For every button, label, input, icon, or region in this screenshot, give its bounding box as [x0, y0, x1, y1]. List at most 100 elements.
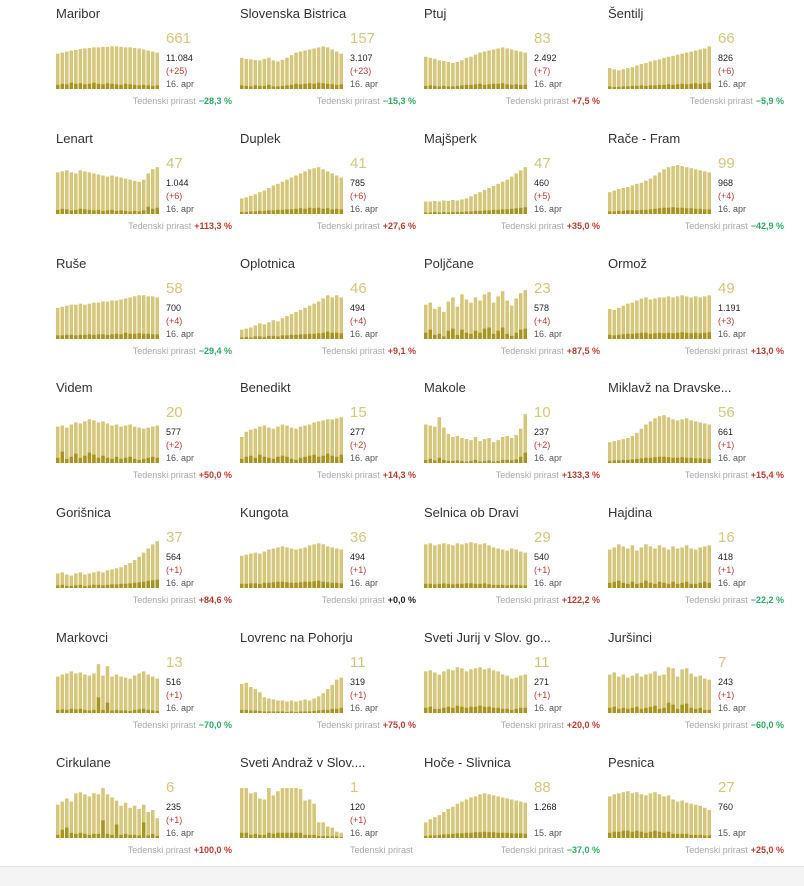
weekly-growth: Tedenski prirast +20,0 %: [501, 720, 600, 730]
new-cases-bar: [339, 836, 344, 838]
new-cases-bar: [518, 707, 523, 713]
new-cases-bar: [469, 706, 473, 713]
active-bar: [639, 794, 644, 838]
new-cases-bar: [635, 458, 639, 463]
active-bar: [437, 815, 442, 838]
active-bar: [78, 303, 83, 339]
active-bar: [675, 548, 680, 588]
active-bar: [482, 439, 487, 463]
new-cases-bar: [262, 85, 267, 89]
new-cases-bar: [65, 458, 69, 463]
last-update-date: 16. apr: [166, 204, 195, 214]
new-cases-bar: [114, 709, 119, 713]
new-cases-bar: [271, 833, 276, 838]
new-cases-bar: [707, 582, 712, 588]
new-cases-bar: [339, 454, 344, 463]
new-cases-bar: [702, 709, 707, 713]
new-cases-bar: [92, 833, 96, 838]
municipality-name: Benedikt: [240, 380, 291, 395]
new-cases-bar: [253, 833, 258, 838]
active-bar: [110, 569, 114, 588]
active-bar: [60, 572, 65, 588]
new-cases-bar: [500, 832, 505, 838]
active-bar: [473, 668, 478, 713]
new-cases-bar: [612, 460, 617, 463]
municipality-name: Sveti Jurij v Slov. go...: [424, 630, 551, 645]
active-bar: [442, 671, 446, 713]
new-cases-bar: [316, 333, 321, 339]
total-cases: 237: [534, 427, 550, 437]
new-cases-bar: [307, 207, 312, 214]
new-cases-bar: [244, 832, 249, 838]
new-cases-bar: [303, 456, 307, 463]
active-bar: [464, 543, 469, 588]
active-bar: [460, 438, 464, 463]
active-bar: [146, 50, 150, 89]
active-bar: [303, 800, 307, 838]
weekly-growth-value: −60,0 %: [750, 720, 784, 730]
new-cases-bar: [105, 584, 110, 588]
new-cases-bar: [312, 208, 316, 214]
new-cases-bar: [698, 83, 702, 89]
active-bar: [150, 544, 155, 588]
active-bar: [114, 674, 119, 713]
active-bar: [433, 672, 437, 713]
municipality-name: Oplotnica: [240, 256, 295, 271]
active-bar: [330, 684, 334, 713]
active-bar: [240, 683, 244, 713]
new-cases-bar: [119, 458, 123, 463]
new-cases-bar: [487, 327, 491, 339]
active-bar: [635, 550, 639, 588]
new-cases-bar: [249, 455, 253, 463]
new-cases-bar: [680, 332, 684, 339]
active-bar: [666, 56, 671, 89]
active-bar: [617, 544, 621, 588]
active-bar: [482, 543, 487, 588]
active-bar: [514, 50, 518, 89]
weekly-growth: Tedenski prirast +122,2 %: [496, 595, 600, 605]
active-bar: [653, 418, 657, 463]
active-bar: [621, 188, 626, 214]
active-bar: [312, 544, 316, 588]
last-update-date: 16. apr: [534, 578, 563, 588]
new-cases-bar: [303, 208, 307, 214]
active-bar: [280, 59, 285, 89]
new-cases-bar: [280, 85, 285, 89]
active-bar: [505, 435, 509, 463]
new-cases-bar: [608, 334, 612, 339]
new-cases-bar: [514, 332, 518, 339]
weekly-growth-label: Tedenski prirast: [321, 346, 385, 356]
new-cases-bar: [680, 704, 684, 713]
new-cases-bar: [253, 211, 258, 214]
new-cases-bar: [437, 212, 442, 214]
active-bar: [249, 553, 253, 588]
active-bar: [437, 201, 442, 214]
active-bar: [680, 547, 684, 588]
new-cases-bar: [334, 582, 339, 588]
new-cases-bar: [464, 84, 469, 89]
new-cases-bar: [267, 711, 271, 713]
new-cases-bar: [303, 581, 307, 588]
new-cases-bar: [424, 212, 428, 214]
new-cases-bar: [671, 704, 675, 713]
active-bar: [509, 799, 514, 838]
new-cases-bar: [482, 583, 487, 588]
new-cases-bar: [60, 208, 65, 214]
new-cases-bar: [657, 332, 662, 339]
active-bar: [707, 679, 712, 713]
daily-new-cases: (+1): [166, 565, 183, 575]
new-cases-bar: [114, 210, 119, 214]
active-bar: [258, 192, 262, 214]
active-bar: [505, 675, 509, 713]
new-cases-bar: [128, 211, 132, 214]
new-cases-bar: [617, 460, 621, 463]
daily-new-cases: (+1): [718, 565, 735, 575]
new-cases-bar: [87, 452, 92, 463]
new-cases-bar: [491, 83, 496, 89]
new-cases-bar: [666, 702, 671, 713]
new-cases-bar: [428, 329, 433, 339]
active-bar: [451, 670, 455, 713]
weekly-growth-value: −29,4 %: [198, 346, 232, 356]
new-cases-bar: [307, 333, 312, 339]
new-cases-bar: [464, 211, 469, 214]
